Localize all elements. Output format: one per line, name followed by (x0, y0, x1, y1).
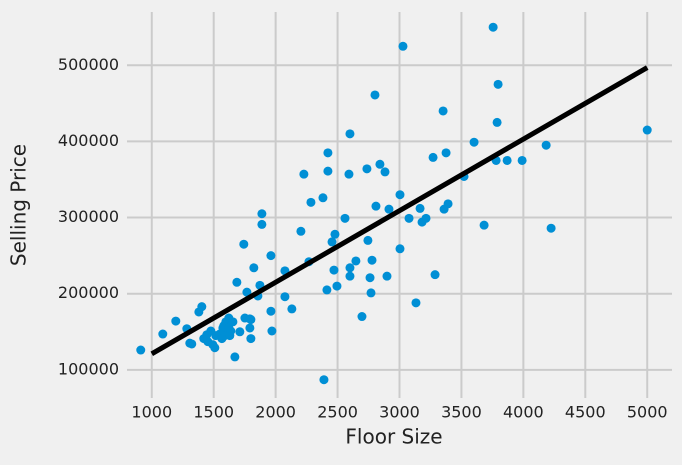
point (371, 201, 381, 211)
point (375, 159, 385, 169)
point (249, 263, 259, 273)
point (323, 166, 333, 176)
point (306, 197, 316, 207)
point (411, 298, 421, 308)
point (330, 229, 340, 239)
point (318, 193, 328, 203)
x-tick-label: 2000 (255, 403, 296, 422)
x-tick-label: 1000 (131, 403, 172, 422)
y-axis-label: Selling Price (7, 144, 31, 266)
point (332, 281, 342, 291)
point (380, 167, 390, 177)
point (340, 213, 350, 223)
point (232, 277, 242, 287)
point (266, 251, 276, 261)
point (395, 244, 405, 254)
point (136, 345, 146, 355)
point (197, 302, 207, 312)
point (327, 237, 337, 247)
point (366, 288, 376, 298)
point (384, 204, 394, 214)
point (323, 148, 333, 158)
point (171, 316, 181, 326)
y-tick-label: 300000 (58, 207, 119, 226)
point (438, 106, 448, 116)
point (363, 235, 373, 245)
point (370, 90, 380, 100)
x-tick-label: 2500 (317, 403, 358, 422)
fit-line (150, 65, 649, 357)
point (322, 285, 332, 295)
y-tick-label: 200000 (58, 283, 119, 302)
point (492, 117, 502, 127)
x-tick-label: 3500 (441, 403, 482, 422)
point (319, 375, 329, 385)
point (365, 273, 375, 283)
point (443, 199, 453, 209)
point (344, 169, 354, 179)
point (428, 152, 438, 162)
point (267, 326, 277, 336)
point (479, 220, 489, 230)
point (345, 271, 355, 281)
point (329, 265, 339, 275)
point (187, 339, 197, 349)
point (362, 164, 372, 174)
point (642, 125, 652, 135)
point (430, 270, 440, 280)
point (257, 219, 267, 229)
point (469, 137, 479, 147)
x-axis-label: Floor Size (345, 425, 442, 449)
point (299, 169, 309, 179)
point (239, 239, 249, 249)
point (546, 223, 556, 233)
point (296, 226, 306, 236)
point (245, 323, 255, 333)
point (357, 312, 367, 322)
point (257, 209, 267, 219)
point (367, 255, 377, 265)
point (517, 155, 527, 165)
point (230, 352, 240, 362)
point (382, 271, 392, 281)
point (226, 326, 236, 336)
point (235, 327, 245, 337)
point (398, 41, 408, 51)
point (351, 256, 361, 266)
point (158, 329, 168, 339)
point (404, 213, 414, 223)
point (345, 129, 355, 139)
point (266, 306, 276, 316)
point (541, 140, 551, 150)
point (488, 22, 498, 32)
point (280, 292, 290, 302)
point (421, 213, 431, 223)
point (502, 155, 512, 165)
point (415, 203, 425, 213)
point (395, 190, 405, 200)
y-tick-label: 100000 (58, 359, 119, 378)
point (287, 304, 297, 314)
point (246, 334, 256, 344)
y-tick-label: 500000 (58, 55, 119, 74)
point (228, 317, 238, 327)
y-tick-label: 400000 (58, 131, 119, 150)
x-tick-label: 4500 (565, 403, 606, 422)
point (242, 287, 252, 297)
point (493, 79, 503, 89)
point (441, 148, 451, 158)
x-tick-label: 1500 (193, 403, 234, 422)
point (345, 263, 355, 273)
x-tick-label: 3000 (379, 403, 420, 422)
point (246, 315, 256, 325)
x-tick-label: 4000 (503, 403, 544, 422)
point (210, 343, 220, 353)
x-tick-label: 5000 (627, 403, 668, 422)
